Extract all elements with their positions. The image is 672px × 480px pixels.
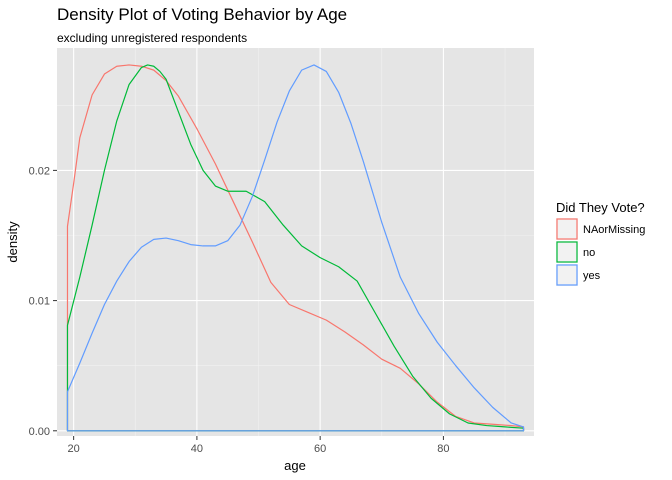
- density-line-no: [66, 64, 525, 432]
- density-line-naormissing: [66, 64, 525, 432]
- legend-key-yes: [556, 264, 578, 286]
- legend: Did They Vote? NAorMissing no yes: [556, 200, 645, 286]
- legend-label: NAorMissing: [583, 224, 645, 236]
- legend-key-naormissing: [556, 218, 578, 240]
- legend-label: yes: [583, 270, 601, 282]
- density-series: [66, 64, 525, 432]
- density-line-yes: [66, 64, 525, 432]
- minor-gridlines: [57, 48, 534, 436]
- plot-panel: [57, 48, 534, 436]
- x-tick-label: 60: [314, 443, 326, 455]
- x-tick-label: 40: [191, 443, 203, 455]
- chart-title: Density Plot of Voting Behavior by Age: [57, 5, 348, 24]
- x-axis: 20 40 60 80: [68, 436, 450, 455]
- y-tick-label: 0.02: [29, 165, 50, 177]
- legend-title: Did They Vote?: [556, 200, 645, 215]
- legend-key-no: [556, 241, 578, 263]
- legend-label: no: [583, 247, 595, 259]
- chart-subtitle: excluding unregistered respondents: [57, 31, 248, 45]
- y-axis-title: density: [5, 221, 20, 263]
- legend-key-swatch: [556, 264, 578, 286]
- x-tick-label: 80: [437, 443, 449, 455]
- x-axis-title: age: [284, 458, 306, 473]
- x-tick-label: 20: [68, 443, 80, 455]
- y-tick-label: 0.01: [29, 296, 50, 308]
- legend-key-swatch: [556, 218, 578, 240]
- y-axis: 0.00 0.01 0.02: [29, 165, 57, 438]
- legend-key-swatch: [556, 241, 578, 263]
- y-tick-label: 0.00: [29, 426, 50, 438]
